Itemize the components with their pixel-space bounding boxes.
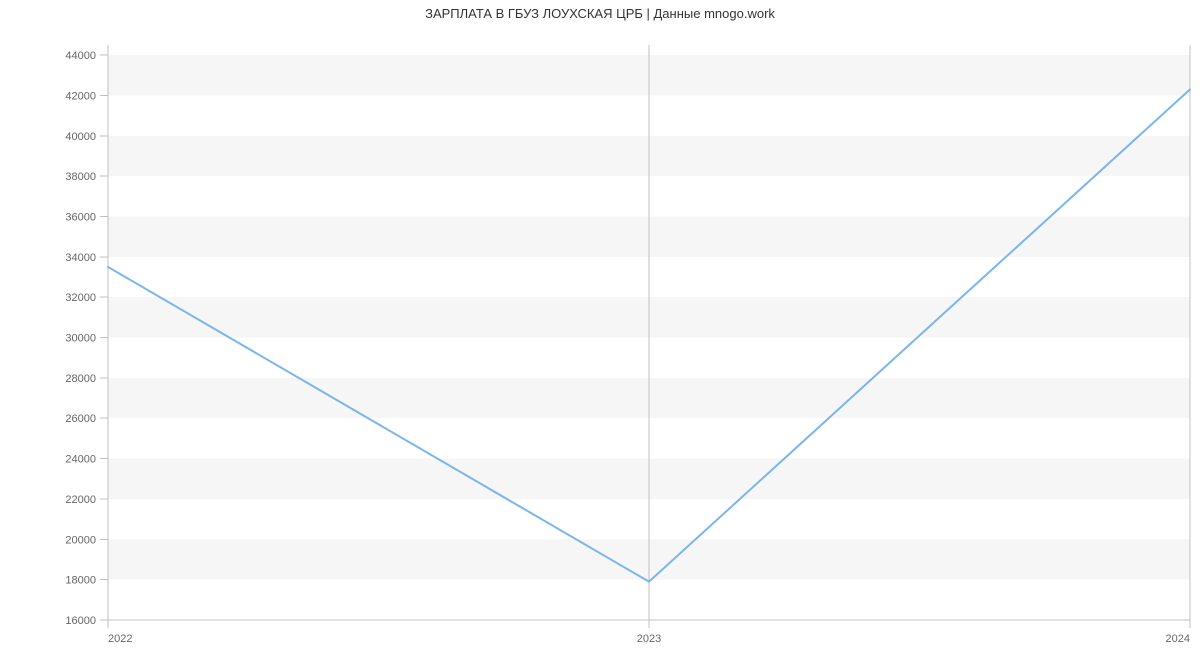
x-tick-label: 2023 xyxy=(637,633,661,645)
y-tick-label: 20000 xyxy=(65,534,96,546)
salary-line-chart: ЗАРПЛАТА В ГБУЗ ЛОУХСКАЯ ЦРБ | Данные mn… xyxy=(0,0,1200,650)
chart-svg: 16000 18000 20000 22000 24000 26000 28000 30000… xyxy=(0,0,1200,650)
y-tick-label: 16000 xyxy=(65,615,96,627)
x-tick-label: 2022 xyxy=(108,633,132,645)
y-tick-label: 36000 xyxy=(65,211,96,223)
y-tick-label: 44000 xyxy=(65,50,96,62)
y-tick-label: 28000 xyxy=(65,373,96,385)
y-tick-label: 40000 xyxy=(65,131,96,143)
chart-title: ЗАРПЛАТА В ГБУЗ ЛОУХСКАЯ ЦРБ | Данные mn… xyxy=(0,6,1200,21)
y-tick-label: 34000 xyxy=(65,252,96,264)
y-tick-label: 18000 xyxy=(65,575,96,587)
y-tick-label: 30000 xyxy=(65,333,96,345)
y-tick-label: 24000 xyxy=(65,454,96,466)
y-tick-label: 22000 xyxy=(65,494,96,506)
y-tick-label: 26000 xyxy=(65,413,96,425)
x-tick-label: 2024 xyxy=(1166,633,1190,645)
y-tick-label: 38000 xyxy=(65,171,96,183)
y-tick-label: 42000 xyxy=(65,90,96,102)
y-tick-label: 32000 xyxy=(65,292,96,304)
